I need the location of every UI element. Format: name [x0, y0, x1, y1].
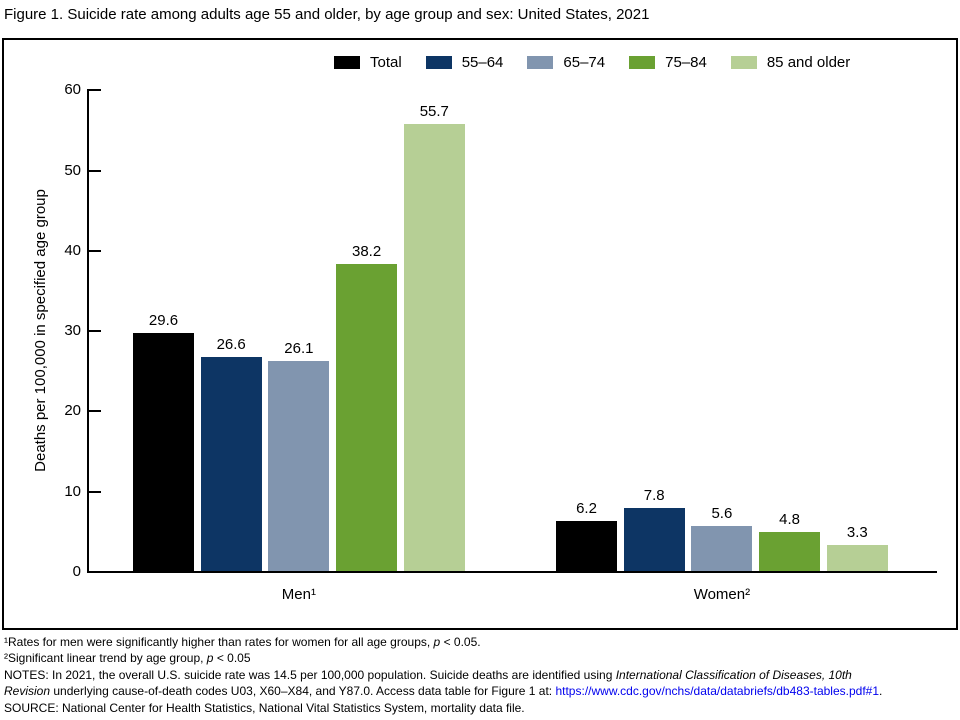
- y-axis-tick: [89, 249, 101, 252]
- y-axis-line: [87, 89, 89, 573]
- bar-value-label: 4.8: [779, 511, 801, 529]
- legend-label: 85 and older: [766, 53, 851, 71]
- bar-value-label: 26.1: [284, 340, 314, 358]
- legend-item: 55–64: [425, 53, 504, 71]
- footnote-text: SOURCE: National Center for Health Stati…: [4, 700, 525, 715]
- bar: [403, 123, 465, 571]
- footnote-italic-text: p: [206, 651, 214, 666]
- footnotes: ¹Rates for men were significantly higher…: [4, 634, 956, 716]
- y-axis-tick-label: 20: [64, 402, 81, 420]
- y-axis-tick-label: 40: [64, 241, 81, 259]
- footnote-line: NOTES: In 2021, the overall U.S. suicide…: [4, 667, 956, 683]
- legend-label: Total: [370, 53, 402, 71]
- legend-label: 55–64: [461, 53, 504, 71]
- footnote-italic-text: p: [433, 635, 441, 649]
- bar-value-label: 38.2: [351, 243, 382, 261]
- footnote-text: ¹Rates for men were significantly higher…: [4, 635, 434, 649]
- bar: [759, 532, 821, 571]
- y-axis-tick: [89, 330, 101, 333]
- y-axis-tick: [89, 490, 101, 493]
- footnote-italic-text: International Classification of Diseases…: [615, 667, 852, 682]
- bar-value-label: 7.8: [643, 487, 665, 505]
- legend-swatch: [334, 55, 360, 69]
- data-table-link[interactable]: https://www.cdc.gov/nchs/data/databriefs…: [555, 684, 879, 699]
- footnote-text: < 0.05: [213, 651, 251, 666]
- y-axis-tick: [89, 410, 101, 413]
- legend: Total 55–64 65–74 75–84 85 and older: [334, 50, 850, 74]
- footnote-text: underlying cause-of-death codes U03, X60…: [50, 684, 556, 699]
- footnote-text: .: [879, 684, 883, 699]
- legend-item: Total: [334, 54, 402, 71]
- footnote-line: Revision underlying cause-of-death codes…: [4, 683, 956, 699]
- bar: [200, 357, 262, 571]
- bar-value-label: 55.7: [419, 102, 449, 120]
- footnote-line: ²Significant linear trend by age group, …: [4, 650, 956, 666]
- legend-swatch: [425, 55, 452, 69]
- bar: [826, 544, 888, 571]
- legend-item: 85 and older: [730, 53, 851, 71]
- bar: [268, 361, 330, 571]
- bar: [133, 333, 194, 571]
- x-axis-line: [87, 571, 937, 573]
- bar: [623, 508, 685, 571]
- y-axis-tick: [89, 89, 101, 92]
- bar-value-label: 3.3: [846, 523, 868, 541]
- footnote-text: NOTES: In 2021, the overall U.S. suicide…: [4, 667, 616, 682]
- legend-label: 75–84: [665, 53, 707, 71]
- footnote-text: < 0.05.: [440, 635, 481, 649]
- y-axis-tick-label: 10: [64, 482, 81, 500]
- legend-item: 75–84: [629, 54, 707, 71]
- footnote-line: SOURCE: National Center for Health Stati…: [4, 700, 956, 716]
- footnote-text: ²Significant linear trend by age group,: [4, 651, 207, 666]
- bar-value-label: 29.6: [148, 312, 179, 330]
- bar: [336, 264, 398, 571]
- y-axis-tick-label: 60: [64, 81, 81, 99]
- legend-swatch: [629, 55, 656, 69]
- y-axis-tick-label: 0: [72, 563, 81, 580]
- bar: [691, 526, 753, 571]
- y-axis-tick-label: 30: [64, 322, 81, 340]
- x-axis-category-label: Women²: [693, 586, 751, 603]
- bar: [556, 521, 617, 571]
- bar-value-label: 6.2: [576, 500, 597, 518]
- chart-area: Total 55–64 65–74 75–84 85 and older 0 10 20 30…: [2, 38, 958, 630]
- legend-label: 65–74: [563, 53, 606, 71]
- footnote-italic-text: Revision: [4, 684, 51, 699]
- y-axis-tick-label: 50: [64, 161, 81, 179]
- bar-value-label: 26.6: [216, 336, 246, 354]
- y-axis-tick: [89, 169, 101, 172]
- legend-item: 65–74: [527, 54, 605, 71]
- figure-title: Figure 1. Suicide rate among adults age …: [4, 6, 650, 23]
- legend-swatch: [730, 55, 757, 69]
- x-axis-category-label: Men¹: [281, 586, 316, 603]
- footnote-line: ¹Rates for men were significantly higher…: [4, 634, 956, 650]
- bar-value-label: 5.6: [711, 505, 733, 523]
- y-axis-title: Deaths per 100,000 in specified age grou…: [32, 189, 49, 472]
- legend-swatch: [527, 55, 554, 69]
